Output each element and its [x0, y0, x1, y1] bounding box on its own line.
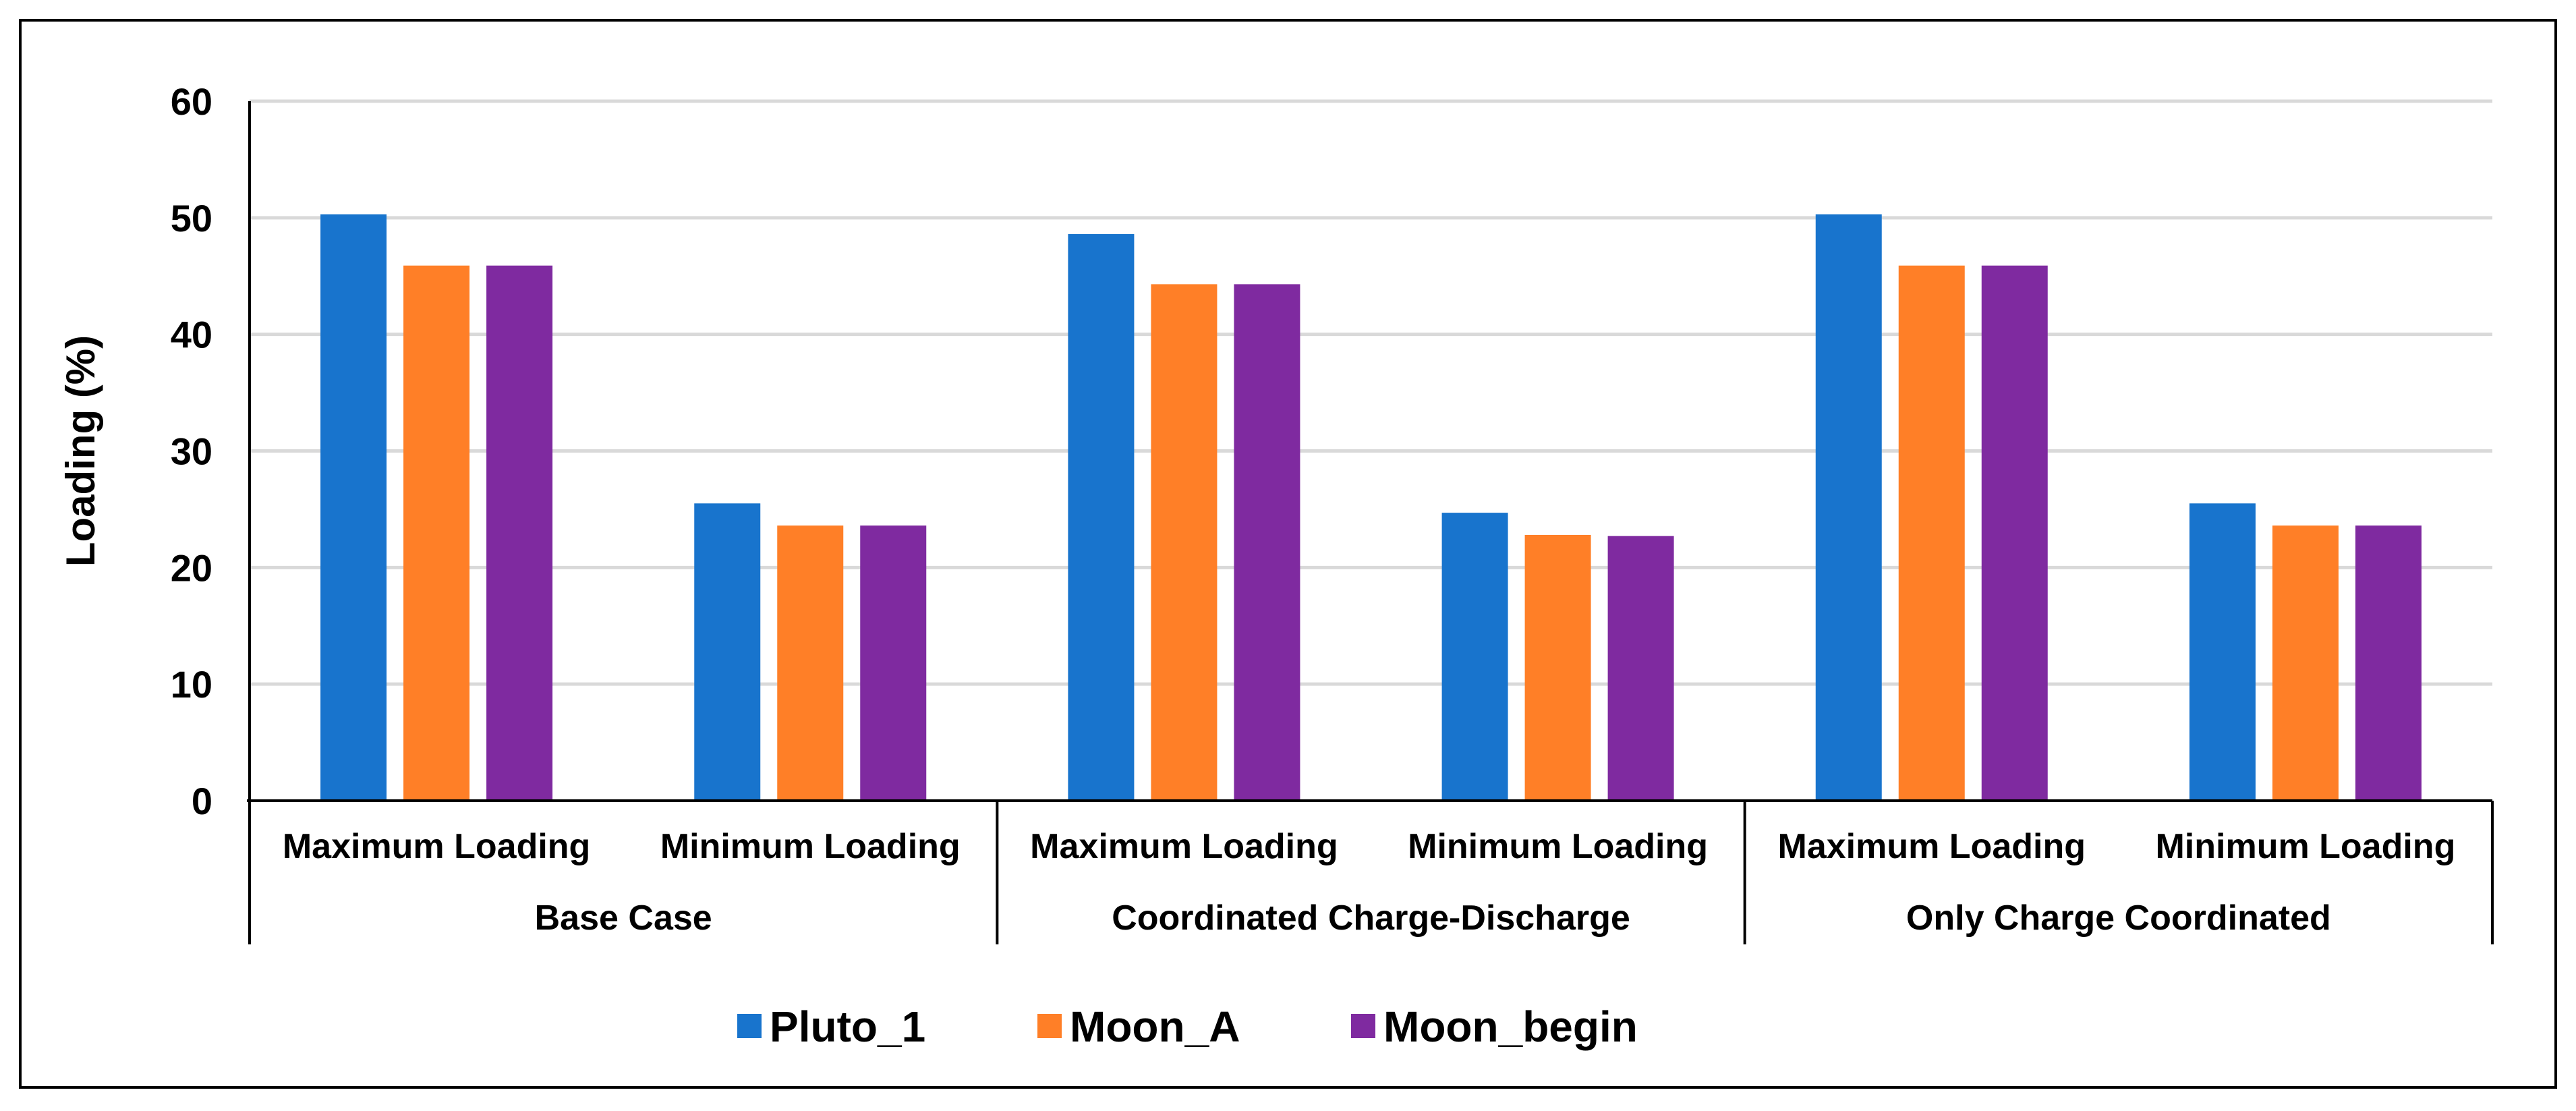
axes [247, 101, 2494, 944]
bars [320, 214, 2422, 801]
bar-Pluto_1 [1815, 214, 1882, 801]
bar-Moon_begin [1234, 284, 1300, 801]
y-tick-label: 40 [171, 314, 212, 356]
legend-label: Pluto_1 [770, 1002, 925, 1051]
bar-Pluto_1 [694, 503, 761, 801]
bar-Moon_begin [1981, 265, 2048, 801]
y-tick-label: 50 [171, 197, 212, 239]
bar-Moon_A [777, 525, 844, 801]
bar-Pluto_1 [1441, 513, 1508, 801]
gridlines [250, 99, 2492, 686]
bar-Pluto_1 [1068, 234, 1135, 801]
bar-Moon_A [2272, 525, 2339, 801]
x-category-label: Minimum Loading [1408, 827, 1708, 866]
bar-Moon_begin [2355, 525, 2422, 801]
legend-label: Moon_A [1070, 1002, 1240, 1051]
y-tick-label: 10 [171, 663, 212, 706]
legend-swatch-Moon_A [1037, 1014, 1062, 1038]
bar-Moon_begin [1607, 536, 1674, 801]
x-group-label: Only Charge Coordinated [1906, 899, 2331, 938]
bar-Moon_begin [486, 265, 553, 801]
bar-Moon_A [1151, 284, 1218, 801]
y-tick-label: 0 [192, 780, 212, 822]
x-category-label: Maximum Loading [283, 827, 590, 866]
bar-Moon_begin [860, 525, 927, 801]
x-category-label: Maximum Loading [1030, 827, 1338, 866]
bar-Moon_A [1898, 265, 1965, 801]
bar-Pluto_1 [2189, 503, 2256, 801]
x-category-label: Minimum Loading [660, 827, 961, 866]
bar-Moon_A [403, 265, 470, 801]
x-group-label: Coordinated Charge-Discharge [1112, 899, 1630, 938]
legend-swatch-Moon_begin [1351, 1014, 1375, 1038]
legend-swatch-Pluto_1 [737, 1014, 762, 1038]
bar-Moon_A [1524, 534, 1591, 801]
bar-Pluto_1 [320, 214, 387, 801]
x-category-label: Minimum Loading [2155, 827, 2455, 866]
y-tick-label: 30 [171, 430, 212, 473]
x-category-label: Maximum Loading [1778, 827, 2086, 866]
legend: Pluto_1 Moon_A Moon_begin [737, 1002, 1638, 1051]
legend-label: Moon_begin [1383, 1002, 1638, 1051]
y-tick-label: 20 [171, 546, 212, 589]
x-group-label: Base Case [535, 899, 712, 938]
labels: 0 10 20 30 40 50 60 Loading (%) Maximum Loading M… [58, 80, 2455, 938]
y-tick-label: 60 [171, 80, 212, 123]
y-axis-title: Loading (%) [58, 335, 103, 567]
